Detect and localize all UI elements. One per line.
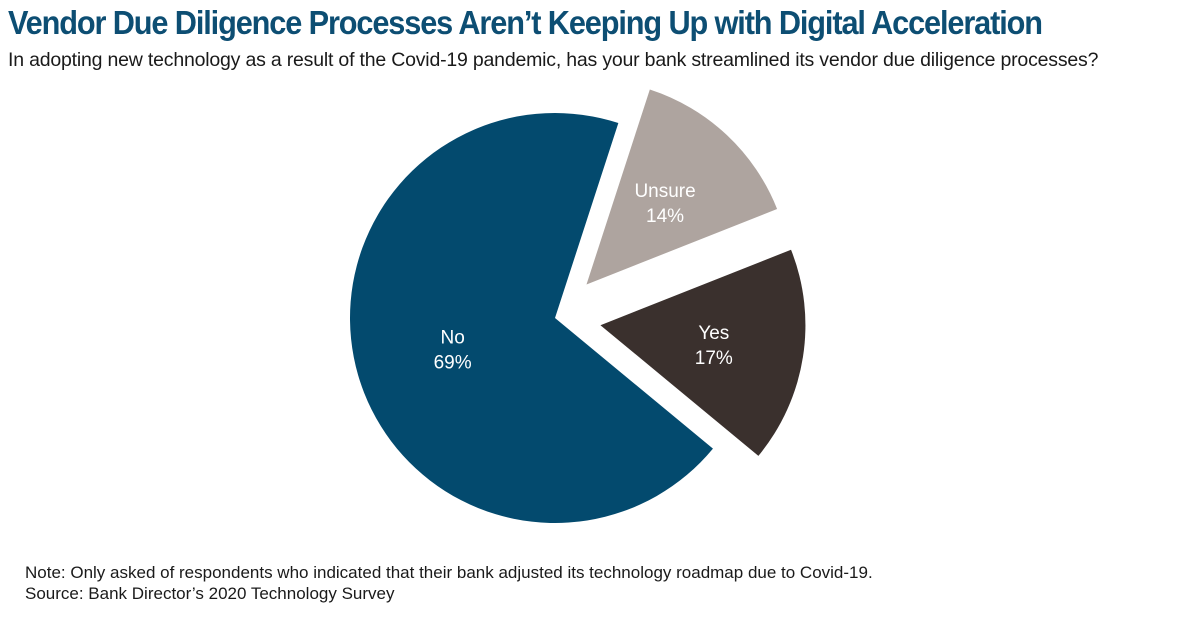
note-text: Note: Only asked of respondents who indi… — [25, 563, 873, 582]
slice-label-unsure: Unsure — [634, 181, 695, 202]
chart-subtitle: In adopting new technology as a result o… — [8, 49, 1099, 71]
slice-value-unsure: 14% — [646, 206, 684, 227]
slice-label-yes: Yes — [698, 323, 729, 344]
chart-notes: Note: Only asked of respondents who indi… — [25, 562, 873, 604]
slice-value-yes: 17% — [695, 348, 733, 369]
chart-title: Vendor Due Diligence Processes Aren’t Ke… — [8, 4, 1043, 41]
slice-value-no: 69% — [434, 353, 472, 374]
pie-slice-no — [349, 112, 713, 524]
source-text: Source: Bank Director’s 2020 Technology … — [25, 584, 395, 603]
pie-slice-unsure — [586, 89, 778, 285]
pie-slice-yes — [600, 249, 806, 456]
slice-label-no: No — [440, 328, 464, 349]
